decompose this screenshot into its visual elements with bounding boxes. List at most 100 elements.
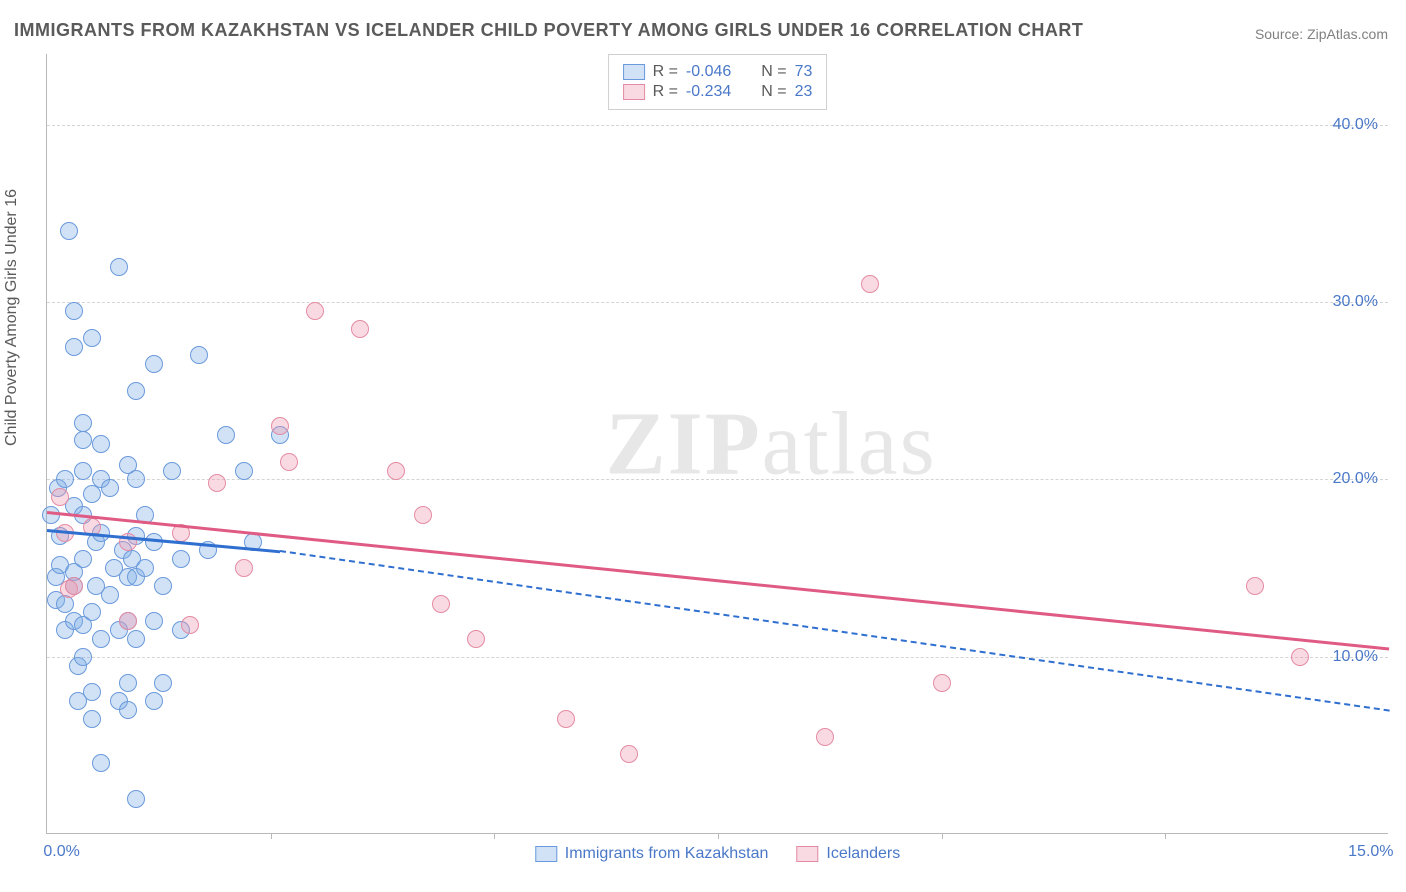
n-value: 73	[795, 63, 813, 81]
n-label: N =	[761, 83, 786, 101]
data-point	[172, 550, 190, 568]
r-label: R =	[653, 83, 678, 101]
x-tick-mark	[271, 833, 272, 839]
data-point	[154, 577, 172, 595]
data-point	[101, 586, 119, 604]
r-value: -0.046	[686, 63, 731, 81]
data-point	[65, 302, 83, 320]
data-point	[127, 470, 145, 488]
legend-swatch	[623, 64, 645, 80]
data-point	[119, 612, 137, 630]
legend-series-item: Icelanders	[796, 845, 900, 863]
data-point	[280, 453, 298, 471]
data-point	[306, 302, 324, 320]
x-tick-mark	[494, 833, 495, 839]
data-point	[387, 462, 405, 480]
trend-line	[47, 511, 1389, 650]
data-point	[235, 559, 253, 577]
chart-plot-area: ZIPatlas R =-0.046N =73R =-0.234N =23 Im…	[46, 54, 1388, 834]
data-point	[145, 612, 163, 630]
y-tick-label: 30.0%	[1333, 293, 1378, 311]
data-point	[92, 435, 110, 453]
data-point	[145, 355, 163, 373]
series-legend: Immigrants from Kazakhstan Icelanders	[535, 845, 900, 863]
legend-swatch	[535, 846, 557, 862]
data-point	[1246, 577, 1264, 595]
data-point	[74, 431, 92, 449]
gridline-horizontal	[47, 657, 1388, 658]
data-point	[235, 462, 253, 480]
data-point	[74, 414, 92, 432]
data-point	[217, 426, 235, 444]
data-point	[74, 550, 92, 568]
data-point	[65, 577, 83, 595]
r-value: -0.234	[686, 83, 731, 101]
legend-correlation-row: R = -0.046 N = 73	[623, 63, 813, 81]
data-point	[127, 790, 145, 808]
data-point	[83, 603, 101, 621]
data-point	[101, 479, 119, 497]
source-link[interactable]: ZipAtlas.com	[1307, 26, 1388, 42]
data-point	[74, 462, 92, 480]
source-prefix: Source:	[1255, 26, 1307, 42]
n-label: N =	[761, 63, 786, 81]
data-point	[861, 275, 879, 293]
x-tick-mark	[1165, 833, 1166, 839]
gridline-horizontal	[47, 302, 1388, 303]
legend-series-item: Immigrants from Kazakhstan	[535, 845, 769, 863]
data-point	[933, 674, 951, 692]
watermark-rest: atlas	[762, 394, 937, 493]
data-point	[154, 674, 172, 692]
r-label: R =	[653, 63, 678, 81]
data-point	[190, 346, 208, 364]
data-point	[56, 470, 74, 488]
legend-series-label: Icelanders	[826, 845, 900, 863]
y-axis-title: Child Poverty Among Girls Under 16	[3, 189, 21, 446]
data-point	[145, 692, 163, 710]
data-point	[181, 616, 199, 634]
watermark-bold: ZIP	[606, 394, 762, 493]
y-tick-label: 10.0%	[1333, 648, 1378, 666]
y-tick-label: 40.0%	[1333, 116, 1378, 134]
data-point	[557, 710, 575, 728]
gridline-horizontal	[47, 125, 1388, 126]
data-point	[83, 683, 101, 701]
data-point	[816, 728, 834, 746]
data-point	[119, 674, 137, 692]
n-value: 23	[795, 83, 813, 101]
data-point	[163, 462, 181, 480]
data-point	[65, 338, 83, 356]
data-point	[51, 488, 69, 506]
data-point	[414, 506, 432, 524]
data-point	[83, 329, 101, 347]
source-attribution: Source: ZipAtlas.com	[1255, 26, 1388, 42]
data-point	[83, 710, 101, 728]
data-point	[119, 701, 137, 719]
data-point	[1291, 648, 1309, 666]
data-point	[351, 320, 369, 338]
y-tick-label: 20.0%	[1333, 470, 1378, 488]
data-point	[60, 222, 78, 240]
data-point	[92, 630, 110, 648]
x-tick-label: 15.0%	[1348, 843, 1393, 861]
correlation-legend: R = -0.046 N = 73 R = -0.234 N = 23	[608, 54, 828, 110]
data-point	[74, 648, 92, 666]
gridline-horizontal	[47, 479, 1388, 480]
data-point	[432, 595, 450, 613]
data-point	[467, 630, 485, 648]
data-point	[110, 258, 128, 276]
data-point	[136, 559, 154, 577]
legend-swatch	[796, 846, 818, 862]
legend-series-label: Immigrants from Kazakhstan	[565, 845, 769, 863]
chart-title: IMMIGRANTS FROM KAZAKHSTAN VS ICELANDER …	[14, 20, 1083, 41]
x-tick-label: 0.0%	[43, 843, 79, 861]
legend-correlation-row: R = -0.234 N = 23	[623, 83, 813, 101]
data-point	[127, 630, 145, 648]
x-tick-mark	[942, 833, 943, 839]
data-point	[127, 382, 145, 400]
data-point	[92, 754, 110, 772]
data-point	[208, 474, 226, 492]
legend-swatch	[623, 84, 645, 100]
data-point	[271, 417, 289, 435]
x-tick-mark	[718, 833, 719, 839]
